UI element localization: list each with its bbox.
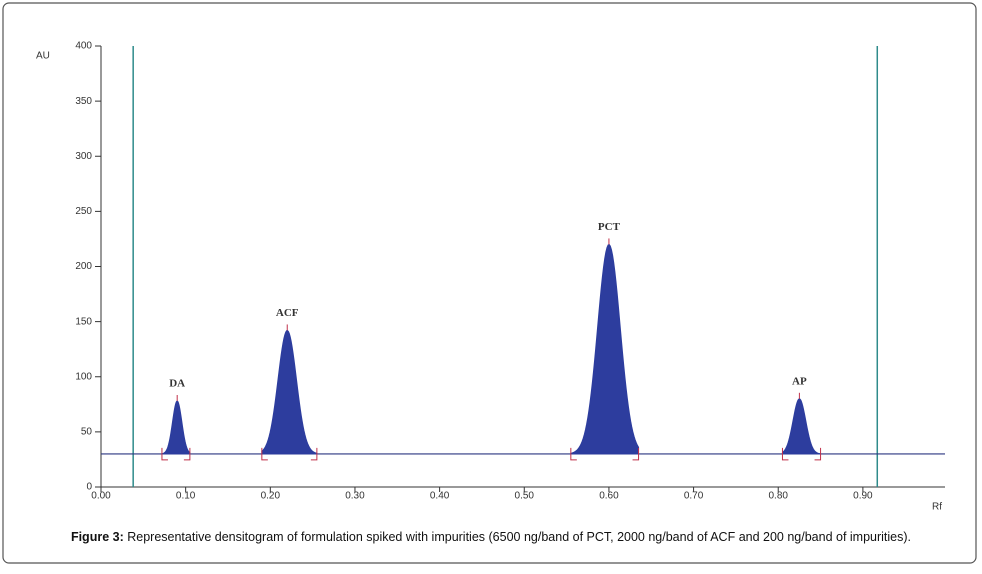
caption: Figure 3: Representative densitogram of … [71,530,911,544]
peak [781,398,822,455]
frame [2,2,977,564]
x-tick-label: 0.30 [345,491,365,502]
x-tick-label: 0.70 [684,491,704,502]
y-tick-label: 400 [75,41,92,52]
x-tick-label: 0.40 [430,491,450,502]
peak-label: AP [792,375,807,387]
peak-boundary [310,447,318,461]
peak [161,400,191,455]
y-tick-label: 50 [81,427,93,438]
x-tick-label: 0.50 [515,491,535,502]
peak-label: ACF [276,307,299,319]
caption-text: Representative densitogram of formulatio… [127,530,911,544]
y-tick-label: 200 [75,261,92,272]
peak [261,329,318,455]
y-axis-label: AU [36,51,50,62]
x-tick-label: 0.90 [853,491,873,502]
y-tick-label: 350 [75,96,92,107]
y-tick-label: 150 [75,316,92,327]
y-tick-label: 250 [75,206,92,217]
caption-label: Figure 3: [71,530,124,544]
peak-label: PCT [598,221,621,233]
x-axis-label: Rf [932,502,942,513]
peak-boundary [183,447,191,461]
peak-boundary [632,447,640,461]
x-tick-label: 0.20 [261,491,281,502]
peak-boundary [570,447,577,461]
y-tick-label: 0 [86,482,92,493]
peak-boundary [161,447,168,461]
x-tick-label: 0.80 [768,491,788,502]
x-tick-label: 0.10 [176,491,196,502]
peak-boundary [814,447,822,461]
peak-label: DA [169,378,185,390]
y-tick-label: 300 [75,151,92,162]
peak-boundary [781,447,789,461]
x-tick-label: 0.60 [599,491,619,502]
x-tick-label: 0.00 [91,491,111,502]
peak [570,243,640,455]
peak-boundary [261,447,268,461]
y-tick-label: 100 [75,371,92,382]
